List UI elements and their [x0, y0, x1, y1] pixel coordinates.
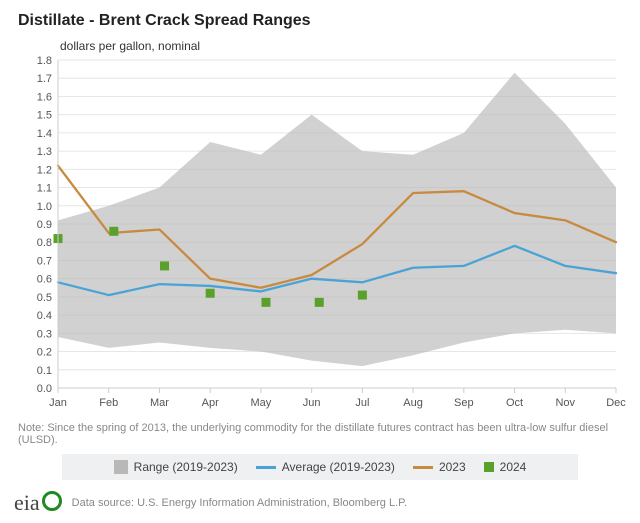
svg-text:Apr: Apr: [202, 397, 219, 409]
range-swatch: [114, 460, 128, 474]
svg-text:Aug: Aug: [403, 397, 423, 409]
legend-label-2023: 2023: [439, 460, 466, 474]
svg-text:0.2: 0.2: [37, 347, 52, 359]
svg-text:Sep: Sep: [454, 397, 474, 409]
svg-text:Oct: Oct: [506, 397, 523, 409]
svg-text:0.8: 0.8: [37, 237, 52, 249]
svg-text:1.6: 1.6: [37, 91, 52, 103]
y2024-swatch: [484, 462, 494, 472]
svg-text:1.0: 1.0: [37, 201, 52, 213]
legend-label-range: Range (2019-2023): [134, 460, 238, 474]
svg-text:1.4: 1.4: [37, 128, 52, 140]
svg-text:1.8: 1.8: [37, 55, 52, 67]
svg-text:Feb: Feb: [99, 397, 118, 409]
svg-text:Jan: Jan: [49, 397, 67, 409]
svg-text:May: May: [251, 397, 272, 409]
chart-svg: 0.0 0.1 0.2 0.3 0.4 0.5 0.6 0.7 0.8 0.9 1.0 1.1 1.2 1…: [14, 36, 626, 416]
svg-text:0.5: 0.5: [37, 292, 52, 304]
y2023-swatch: [413, 466, 433, 469]
chart-title: Distillate - Brent Crack Spread Ranges: [18, 12, 626, 30]
svg-text:Mar: Mar: [150, 397, 169, 409]
average-swatch: [256, 466, 276, 469]
svg-text:1.1: 1.1: [37, 183, 52, 195]
svg-text:1.5: 1.5: [37, 110, 52, 122]
svg-text:1.7: 1.7: [37, 73, 52, 85]
svg-text:Jul: Jul: [355, 397, 369, 409]
legend-label-average: Average (2019-2023): [282, 460, 395, 474]
legend-label-2024: 2024: [500, 460, 527, 474]
svg-text:0.3: 0.3: [37, 328, 52, 340]
svg-text:dollars per gallon, nominal: dollars per gallon, nominal: [60, 39, 200, 53]
svg-text:1.3: 1.3: [37, 146, 52, 158]
legend-item-2023: 2023: [413, 460, 466, 474]
legend-item-range: Range (2019-2023): [114, 460, 238, 474]
svg-text:0.6: 0.6: [37, 274, 52, 286]
svg-text:0.4: 0.4: [37, 310, 52, 322]
chart-note: Note: Since the spring of 2013, the unde…: [18, 422, 622, 446]
eia-logo: eia: [14, 490, 62, 516]
svg-text:1.2: 1.2: [37, 164, 52, 176]
legend-item-average: Average (2019-2023): [256, 460, 395, 474]
svg-text:0.1: 0.1: [37, 365, 52, 377]
svg-text:Jun: Jun: [303, 397, 321, 409]
data-source: Data source: U.S. Energy Information Adm…: [72, 497, 407, 509]
svg-text:0.9: 0.9: [37, 219, 52, 231]
chart-area: 0.0 0.1 0.2 0.3 0.4 0.5 0.6 0.7 0.8 0.9 1.0 1.1 1.2 1…: [14, 36, 626, 416]
legend: Range (2019-2023) Average (2019-2023) 20…: [62, 454, 578, 480]
svg-text:0.7: 0.7: [37, 255, 52, 267]
footer: eia Data source: U.S. Energy Information…: [14, 490, 626, 516]
svg-text:Nov: Nov: [555, 397, 575, 409]
legend-item-2024: 2024: [484, 460, 527, 474]
eia-ring-icon: [42, 491, 62, 511]
svg-text:Dec: Dec: [606, 397, 626, 409]
svg-text:0.0: 0.0: [37, 383, 52, 395]
